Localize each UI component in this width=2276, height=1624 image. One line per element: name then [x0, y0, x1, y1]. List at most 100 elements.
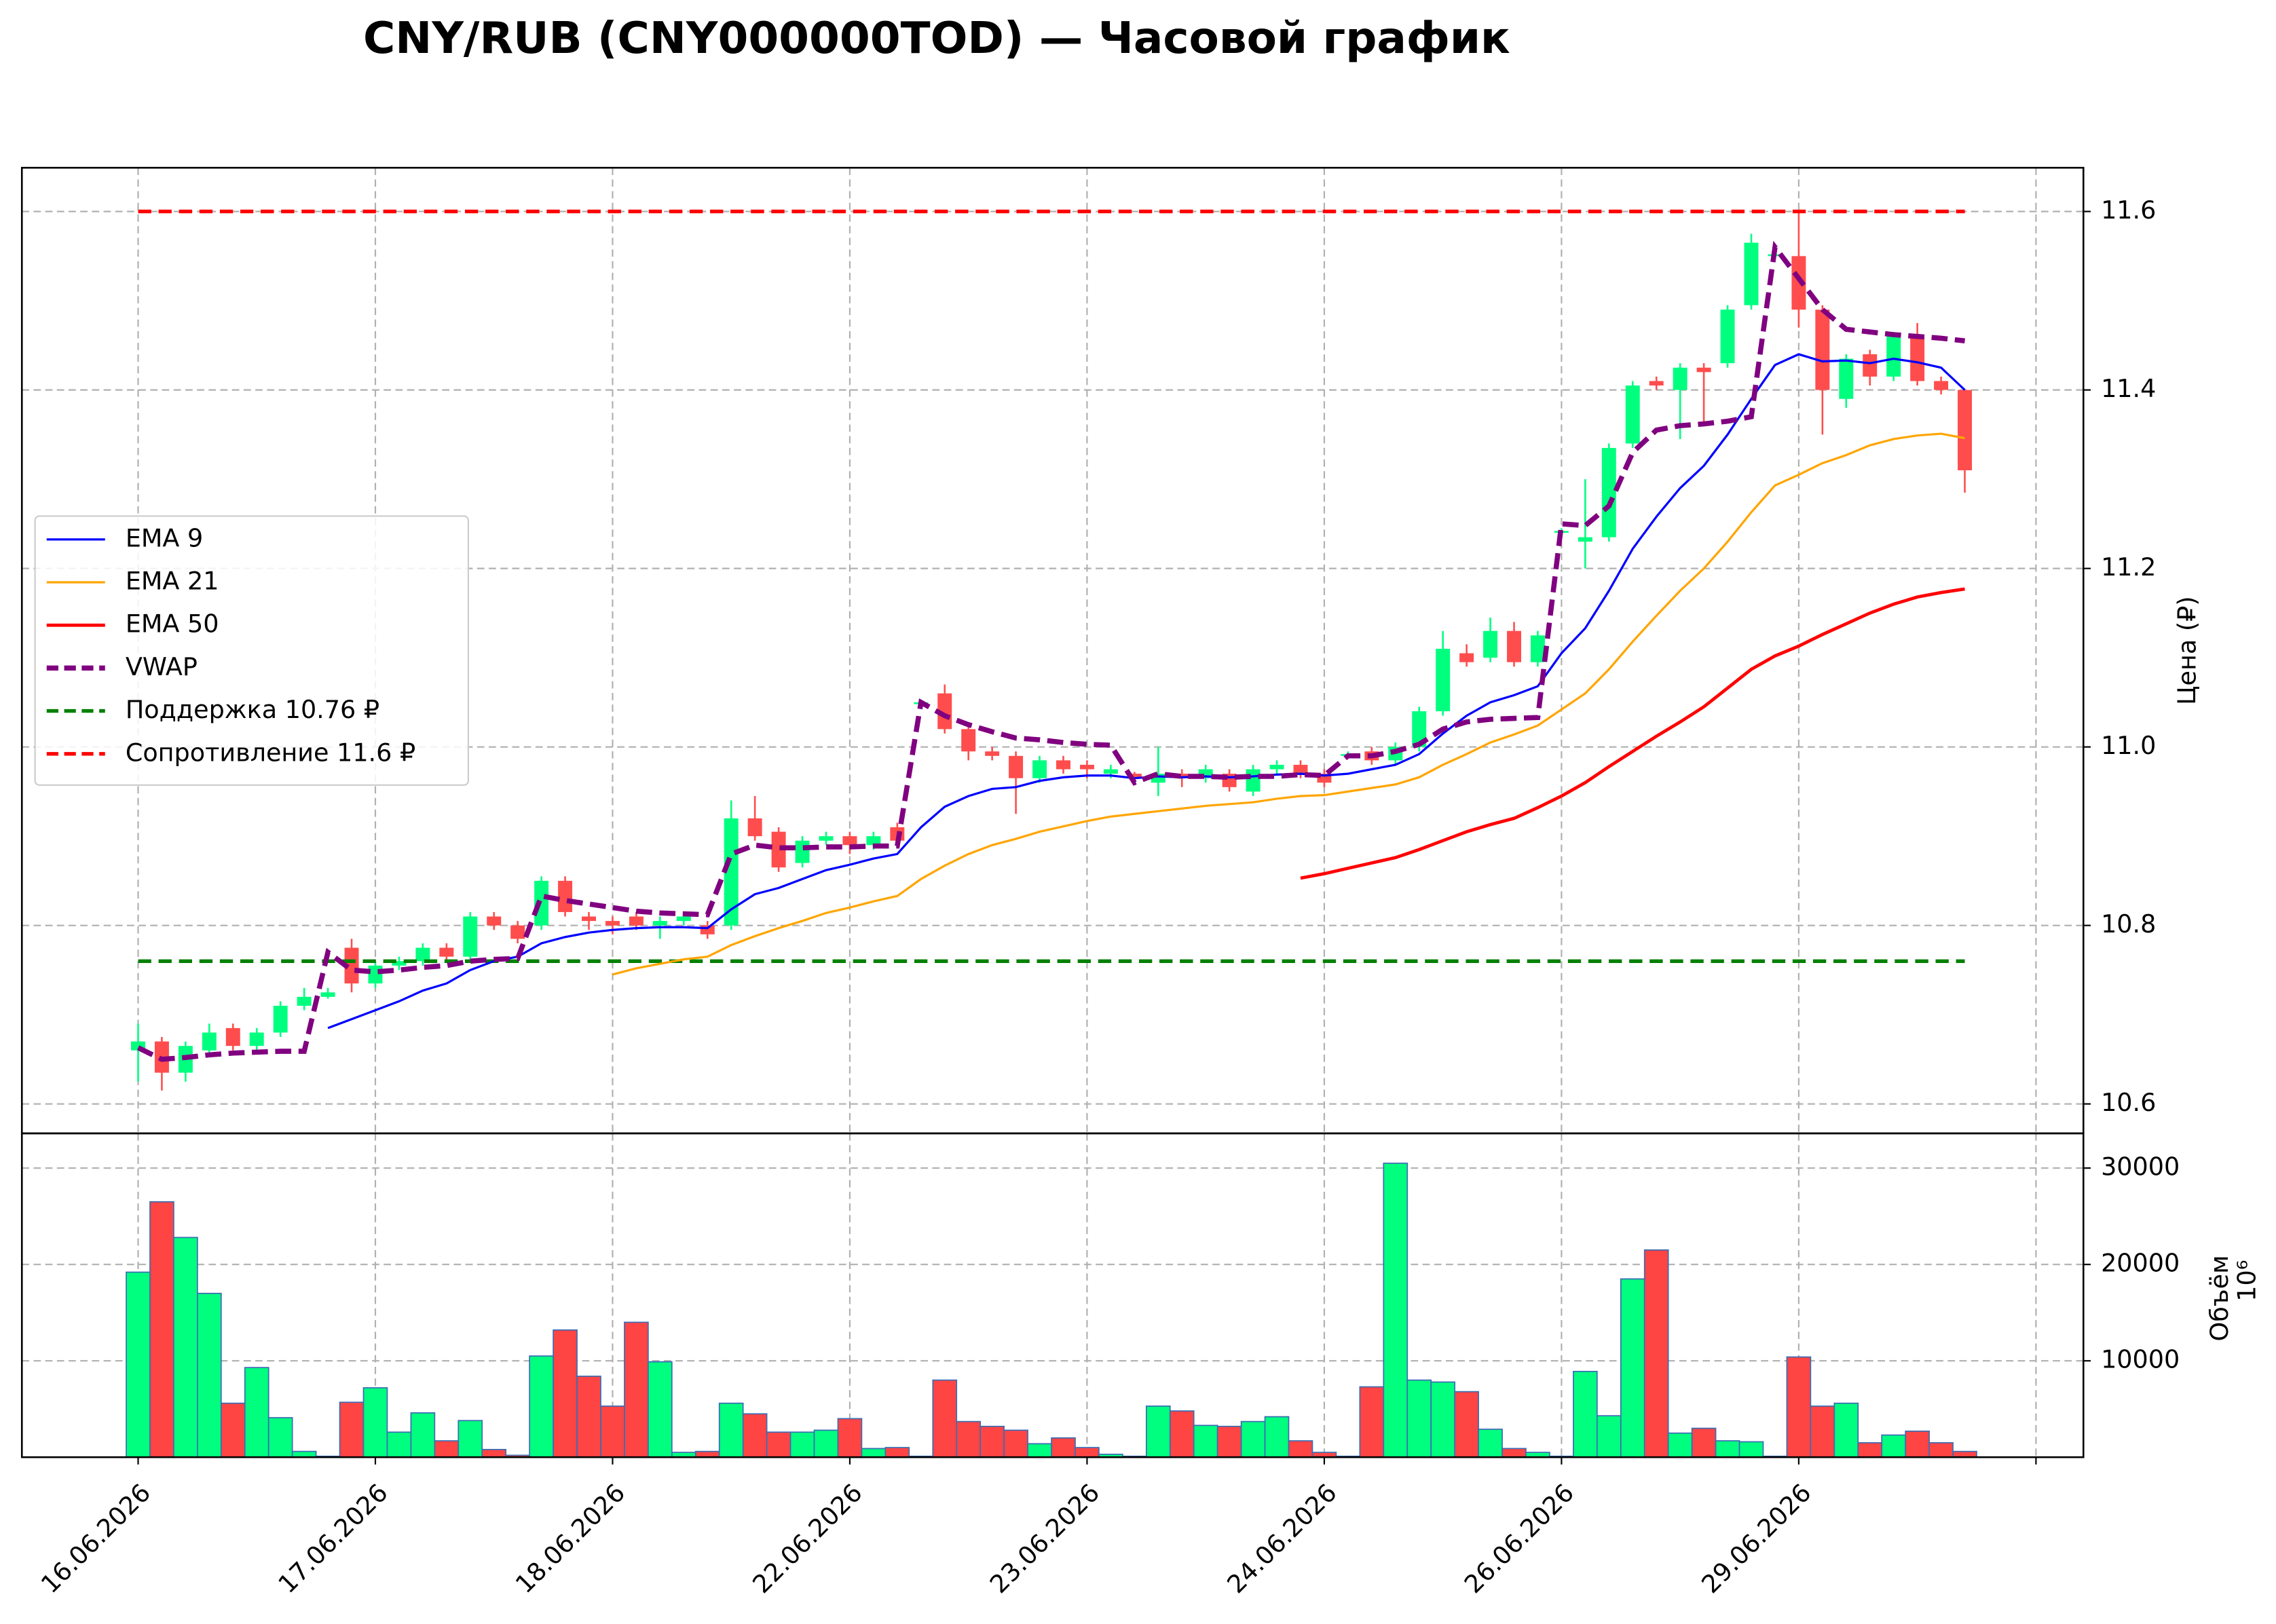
candle-body: [1103, 769, 1118, 774]
line-series: [136, 240, 1965, 1062]
y-tick-label: 10.8: [2101, 909, 2156, 939]
volume-bar: [173, 1236, 198, 1458]
candle-body: [1673, 367, 1687, 390]
volume-bar: [1075, 1447, 1100, 1458]
volume-bar: [1596, 1415, 1622, 1458]
candle-body: [1436, 648, 1451, 712]
candle-body: [1032, 760, 1047, 778]
volume-bar: [1027, 1443, 1052, 1458]
candle-body: [1246, 769, 1261, 792]
legend-label: EMA 50: [126, 609, 219, 639]
legend-label: Поддержка 10.76 ₽: [126, 695, 379, 724]
candle-body: [1079, 764, 1094, 770]
y-tick-label: 10.6: [2101, 1088, 2156, 1117]
candle-body: [842, 836, 857, 846]
volume-bar: [1905, 1431, 1930, 1458]
volume-bar: [1691, 1427, 1717, 1458]
candle-body: [1649, 381, 1664, 386]
candle-body: [1958, 390, 1973, 470]
legend-label: Сопротивление 11.6 ₽: [126, 738, 415, 767]
legend-label: VWAP: [126, 652, 198, 681]
volume-bar: [1169, 1410, 1195, 1458]
legend-label: EMA 9: [126, 523, 203, 552]
volume-bar: [1810, 1405, 1835, 1458]
volume-bar: [837, 1418, 863, 1458]
volume-bar: [267, 1417, 293, 1458]
candle-body: [415, 947, 430, 962]
volume-bar: [1928, 1442, 1954, 1458]
candle-body: [1791, 256, 1806, 310]
candle-body: [1459, 653, 1474, 662]
candle-body: [392, 961, 407, 966]
candle-body: [1625, 385, 1640, 444]
candle-body: [1269, 764, 1284, 770]
volume-bar: [1430, 1381, 1456, 1458]
candle-body: [1886, 336, 1901, 377]
volume-bar: [624, 1321, 649, 1458]
volume-bar: [410, 1412, 436, 1458]
candle-body: [1174, 774, 1189, 778]
volume-bar: [1216, 1425, 1242, 1458]
volume-bar: [1501, 1448, 1527, 1458]
volume-offset-label: 10⁶: [2233, 1260, 2262, 1302]
volume-bar: [1454, 1391, 1479, 1458]
volume-bar: [434, 1440, 460, 1458]
candle-body: [344, 947, 359, 984]
candle-body: [439, 947, 454, 957]
candle-body: [1863, 354, 1878, 377]
volume-bar: [1264, 1416, 1290, 1458]
volume-bar: [220, 1402, 246, 1458]
candle-body: [795, 840, 810, 863]
candle-body: [652, 921, 667, 926]
volume-bar: [197, 1292, 222, 1458]
candle-body: [866, 836, 881, 846]
volume-bar: [980, 1425, 1005, 1458]
y-tick-label: 30000: [2101, 1152, 2180, 1182]
volume-bar: [1359, 1386, 1385, 1458]
candle-body: [273, 1006, 288, 1033]
candle-body: [1293, 764, 1308, 774]
candle-body: [225, 1027, 240, 1046]
volume-bar: [1288, 1440, 1313, 1458]
candle-body: [1720, 309, 1735, 364]
volume-frame: [20, 1132, 2085, 1458]
volume-bar: [149, 1201, 174, 1458]
volume-bar: [386, 1431, 412, 1458]
volume-bar: [1478, 1429, 1503, 1458]
volume-bar: [1620, 1278, 1645, 1458]
line-series: [1300, 587, 1965, 880]
candle-body: [1696, 367, 1711, 373]
volume-bar: [362, 1387, 388, 1458]
volume-bar: [766, 1431, 791, 1458]
candle-body: [558, 880, 573, 912]
volume-bar: [126, 1271, 151, 1458]
candle-body: [249, 1032, 264, 1046]
volume-bar: [1240, 1420, 1266, 1458]
candle-body: [1910, 336, 1925, 381]
volume-bar: [244, 1367, 269, 1458]
y-tick-label: 10000: [2101, 1345, 2180, 1374]
candle-body: [463, 916, 478, 957]
volume-bar: [529, 1355, 554, 1458]
candle-body: [202, 1032, 217, 1051]
volume-bar: [718, 1402, 744, 1458]
legend-label: EMA 21: [126, 567, 219, 596]
volume-bar: [932, 1379, 958, 1458]
candle-body: [1744, 242, 1759, 305]
candle-body: [1578, 537, 1592, 542]
candle-body: [1507, 630, 1521, 662]
volume-bar: [1715, 1440, 1740, 1458]
y-tick-label: 11.6: [2101, 195, 2156, 225]
volume-bar: [956, 1420, 982, 1458]
candle-body: [368, 965, 383, 984]
candle-body: [1412, 711, 1427, 747]
volume-bar: [553, 1329, 578, 1458]
volume-bar: [1643, 1249, 1669, 1458]
volume-bar: [1406, 1379, 1432, 1458]
candle-body: [320, 992, 335, 997]
candle-body: [297, 996, 312, 1006]
y-tick-label: 11.4: [2101, 374, 2156, 403]
candle-body: [487, 916, 502, 926]
